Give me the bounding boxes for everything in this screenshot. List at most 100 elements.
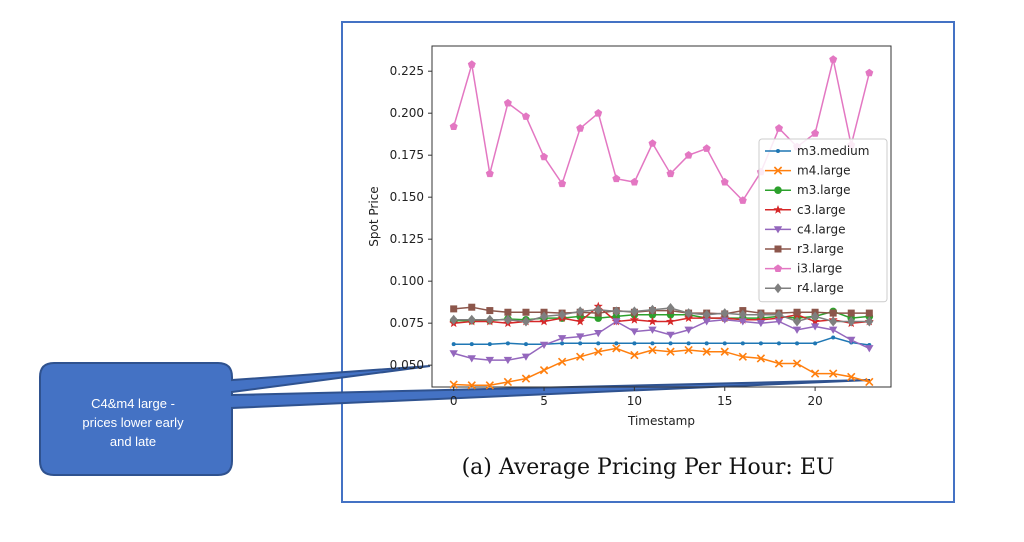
series-m3-medium [451,335,872,348]
data-point-m4-large [738,352,747,361]
data-point-m3-medium [686,341,691,346]
x-axis-label: Timestamp [627,414,695,428]
data-point-i3-large [522,112,530,120]
data-point-c4-large [594,330,603,338]
data-point-r4-large [756,309,765,320]
data-point-m4-large [666,347,675,356]
data-point-r4-large [738,309,747,320]
data-point-m4-large [810,369,820,378]
data-point-i3-large [612,174,621,183]
data-point-m4-large [829,369,838,378]
data-point-i3-large [467,60,476,68]
data-point-i3-large [630,177,639,186]
data-point-c4-large [521,353,531,361]
data-point-m4-large [503,377,513,387]
series-c4-large [449,316,874,365]
data-point-i3-large [811,129,820,137]
data-point-i3-large [775,124,783,132]
data-point-r3-large [522,308,530,316]
data-point-i3-large [666,169,675,178]
y-tick-label: 0.150 [390,190,424,204]
data-point-r3-large [468,303,476,311]
data-point-c4-large [756,319,766,328]
y-tick-label: 0.050 [390,358,424,372]
data-point-r4-large [558,309,567,320]
data-point-r4-large [865,316,874,327]
y-tick-label: 0.100 [390,274,424,288]
data-point-r3-large [450,305,458,313]
data-point-c3-large [629,315,639,324]
legend-marker-c4-large [773,226,783,234]
data-point-r4-large [774,309,783,320]
data-point-i3-large [684,151,693,159]
data-point-r4-large [630,306,639,317]
legend-marker-i3-large [774,264,782,272]
data-point-m3-medium [560,341,565,346]
data-point-c4-large [810,323,820,331]
legend-label-c4-large: c4.large [797,222,845,236]
data-point-i3-large [503,98,512,107]
data-point-i3-large [702,144,711,152]
data-point-c4-large [575,333,585,341]
data-point-c4-large [630,328,639,336]
data-point-r4-large [847,316,856,327]
legend-label-r3-large: r3.large [797,242,844,256]
y-tick-label: 0.125 [390,232,424,246]
y-tick-label: 0.200 [390,106,424,120]
data-point-m4-large [774,359,784,368]
data-point-m3-medium [758,341,763,346]
data-point-m3-medium [704,341,709,346]
data-point-i3-large [829,55,838,63]
legend-marker-r3-large [774,245,782,253]
y-tick-label: 0.225 [390,64,424,78]
data-point-m4-large [792,359,802,368]
data-point-c4-large [738,318,748,326]
data-point-c4-large [666,331,675,339]
data-point-r3-large [829,309,837,317]
data-point-m3-medium [650,341,655,346]
data-point-c3-large [647,316,657,326]
legend-label-i3-large: i3.large [797,262,842,276]
data-point-r4-large [594,304,603,315]
data-point-r4-large [666,303,675,314]
data-point-c4-large [612,318,621,326]
data-point-r4-large [467,314,476,325]
data-point-m3-medium [813,341,818,346]
data-point-c4-large [503,356,513,365]
data-point-i3-large [648,139,657,147]
data-point-m4-large [557,357,567,366]
data-point-m4-large [720,347,729,356]
data-point-c4-large [774,318,784,326]
data-point-m4-large [539,366,549,375]
y-tick-label: 0.075 [390,316,424,330]
data-point-m4-large [865,377,874,387]
legend-label-r4-large: r4.large [797,281,844,295]
data-point-r3-large [847,309,855,317]
data-point-m3-medium [614,341,619,346]
data-point-c4-large [684,326,693,334]
data-point-m3-medium [795,341,800,346]
data-point-r4-large [612,306,621,317]
data-point-m4-large [630,350,639,360]
data-point-m4-large [702,347,711,356]
data-point-i3-large [865,68,874,77]
data-point-m4-large [594,347,603,356]
data-point-m3-medium [722,341,727,346]
data-point-i3-large [720,177,729,186]
plot-area-border [431,45,892,388]
data-point-m4-large [684,345,693,355]
series-m4-large [449,344,874,390]
data-point-i3-large [576,124,585,132]
legend-marker-c3-large [773,205,783,214]
data-point-c4-large [847,336,856,344]
data-point-c4-large [792,326,802,334]
data-point-r4-large [485,314,494,325]
data-point-i3-large [485,169,494,178]
data-point-m4-large [576,352,585,361]
data-point-c3-large [575,316,585,326]
callout-shape [39,362,871,476]
data-point-m4-large [467,381,476,390]
legend-box [758,138,888,303]
data-point-c4-large [485,356,495,365]
